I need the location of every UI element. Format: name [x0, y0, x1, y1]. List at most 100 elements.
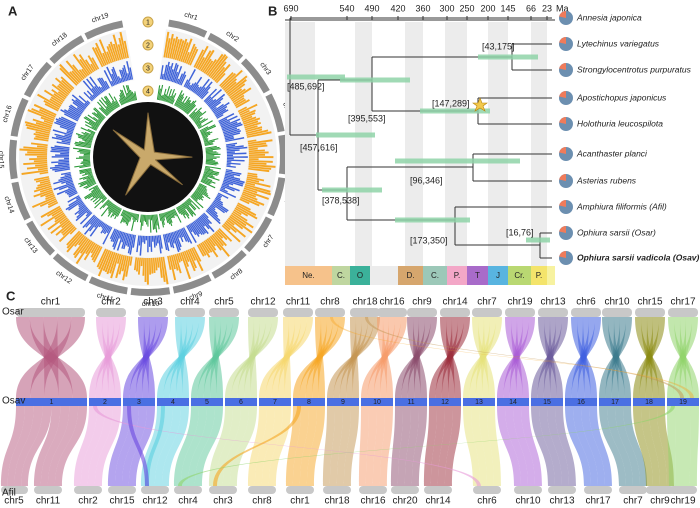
orange-bar	[106, 252, 116, 275]
blue-bar	[61, 179, 73, 184]
green-bar	[200, 180, 216, 189]
blue-bar	[58, 183, 75, 191]
green-bar	[195, 189, 203, 196]
green-bar	[98, 194, 105, 199]
blue-bar	[103, 70, 113, 87]
green-bar	[107, 204, 117, 217]
osav-bar	[225, 398, 257, 406]
blue-bar	[100, 77, 109, 90]
blue-bar	[191, 222, 201, 235]
chromosome-label: chr15	[0, 151, 4, 169]
orange-bar	[54, 214, 66, 223]
green-bar	[78, 156, 91, 158]
tick-label: 420	[390, 3, 405, 13]
green-bar	[133, 93, 136, 101]
chromosome-arc	[265, 93, 285, 133]
green-bar	[202, 135, 209, 139]
orange-bar	[75, 240, 93, 265]
orange-bar	[220, 72, 237, 88]
orange-bar	[237, 106, 248, 113]
green-bar	[88, 185, 98, 191]
orange-bar	[37, 181, 51, 187]
ribbon	[675, 406, 683, 486]
node-interval: [173,350]	[410, 235, 448, 245]
blue-bar	[58, 117, 76, 127]
hpd-bar	[420, 108, 490, 114]
period	[370, 266, 398, 285]
ribbon	[531, 406, 555, 486]
ribbon	[157, 317, 205, 398]
green-bar	[83, 181, 96, 189]
orange-bar	[231, 212, 254, 229]
blue-bar	[173, 231, 181, 251]
blue-bar	[195, 86, 202, 95]
osar-chromosome: chr16	[379, 297, 404, 308]
afil-bar	[646, 486, 674, 494]
orange-bar	[171, 36, 179, 60]
blue-bar	[177, 73, 184, 85]
osar-bar	[602, 308, 632, 317]
orange-bar	[211, 61, 227, 80]
orange-bar	[115, 254, 124, 279]
green-bar	[205, 153, 221, 156]
green-bar	[119, 89, 127, 104]
orange-bar	[102, 250, 112, 272]
green-bar	[186, 200, 196, 211]
orange-bar	[226, 218, 235, 226]
green-bar	[139, 214, 142, 223]
blue-bar	[64, 187, 76, 194]
blue-bar	[224, 135, 234, 140]
afil-bar	[323, 486, 351, 494]
blue-bar	[127, 233, 132, 247]
green-bar	[94, 107, 106, 119]
green-bar	[86, 180, 96, 186]
blue-bar	[193, 220, 205, 235]
orange-bar	[40, 205, 61, 218]
osav-chromosome: 16	[577, 399, 585, 406]
blue-bar	[178, 229, 184, 238]
period	[488, 266, 508, 285]
orange-bar	[94, 47, 105, 67]
blue-bar	[86, 90, 96, 100]
row-label: Osav	[2, 396, 25, 407]
blue-bar	[49, 165, 70, 170]
orange-bar	[245, 181, 256, 186]
afil-bar	[34, 486, 62, 494]
hpd-bar	[340, 77, 410, 83]
ribbon	[565, 406, 591, 486]
blue-bar	[139, 235, 143, 256]
blue-bar	[211, 106, 217, 112]
green-bar	[202, 175, 208, 179]
orange-bar	[219, 71, 234, 87]
green-bar	[129, 212, 133, 222]
orange-bar	[116, 253, 122, 264]
green-bar	[96, 113, 105, 120]
green-bar	[122, 85, 130, 103]
blue-bar	[168, 69, 174, 82]
orange-bar	[92, 246, 103, 263]
green-bar	[78, 177, 95, 185]
orange-bar	[90, 244, 100, 258]
green-bar	[147, 214, 149, 227]
ribbon	[14, 406, 43, 486]
orange-bar	[242, 191, 257, 198]
ribbon	[641, 406, 660, 486]
orange-bar	[54, 77, 72, 93]
chromosome-arc	[88, 276, 128, 295]
green-bar	[202, 133, 211, 138]
blue-bar	[223, 130, 242, 137]
blue-bar	[97, 78, 106, 91]
ribbon	[269, 406, 291, 486]
osar-bar	[505, 308, 535, 317]
osar-chromosome: chr17	[670, 297, 695, 308]
orange-bar	[47, 201, 59, 209]
ribbon	[307, 406, 325, 486]
chromosome-arc	[11, 181, 31, 221]
chromosome-arc	[211, 250, 247, 279]
blue-bar	[224, 132, 241, 138]
green-bar	[93, 116, 102, 124]
afil-chromosome: chr1	[290, 496, 310, 507]
ribbon	[497, 317, 535, 398]
green-bar	[170, 93, 177, 105]
afil-bar	[174, 486, 202, 494]
